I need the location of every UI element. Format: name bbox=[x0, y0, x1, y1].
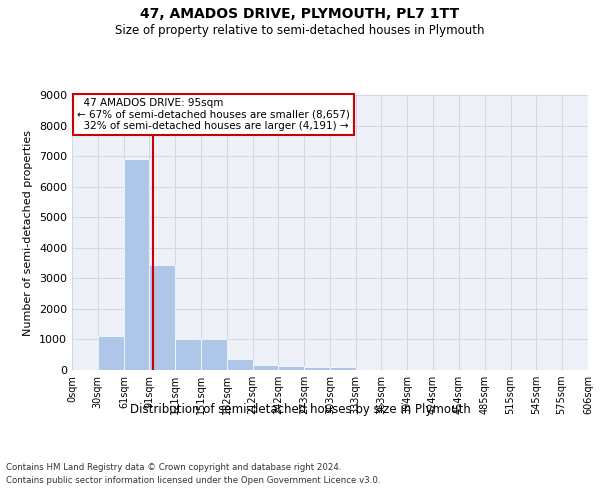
Text: Contains HM Land Registry data © Crown copyright and database right 2024.: Contains HM Land Registry data © Crown c… bbox=[6, 462, 341, 471]
Bar bbox=[149, 264, 175, 370]
Y-axis label: Number of semi-detached properties: Number of semi-detached properties bbox=[23, 130, 34, 336]
Bar bbox=[175, 340, 200, 370]
Text: Size of property relative to semi-detached houses in Plymouth: Size of property relative to semi-detach… bbox=[115, 24, 485, 37]
Bar bbox=[253, 364, 278, 370]
Text: Distribution of semi-detached houses by size in Plymouth: Distribution of semi-detached houses by … bbox=[130, 402, 470, 415]
Text: 47 AMADOS DRIVE: 95sqm
← 67% of semi-detached houses are smaller (8,657)
  32% o: 47 AMADOS DRIVE: 95sqm ← 67% of semi-det… bbox=[77, 98, 350, 131]
Bar bbox=[98, 336, 124, 370]
Bar bbox=[330, 367, 356, 370]
Bar bbox=[227, 360, 253, 370]
Bar bbox=[124, 159, 149, 370]
Bar bbox=[278, 366, 304, 370]
Bar bbox=[304, 367, 330, 370]
Bar bbox=[200, 340, 227, 370]
Text: Contains public sector information licensed under the Open Government Licence v3: Contains public sector information licen… bbox=[6, 476, 380, 485]
Text: 47, AMADOS DRIVE, PLYMOUTH, PL7 1TT: 47, AMADOS DRIVE, PLYMOUTH, PL7 1TT bbox=[140, 8, 460, 22]
